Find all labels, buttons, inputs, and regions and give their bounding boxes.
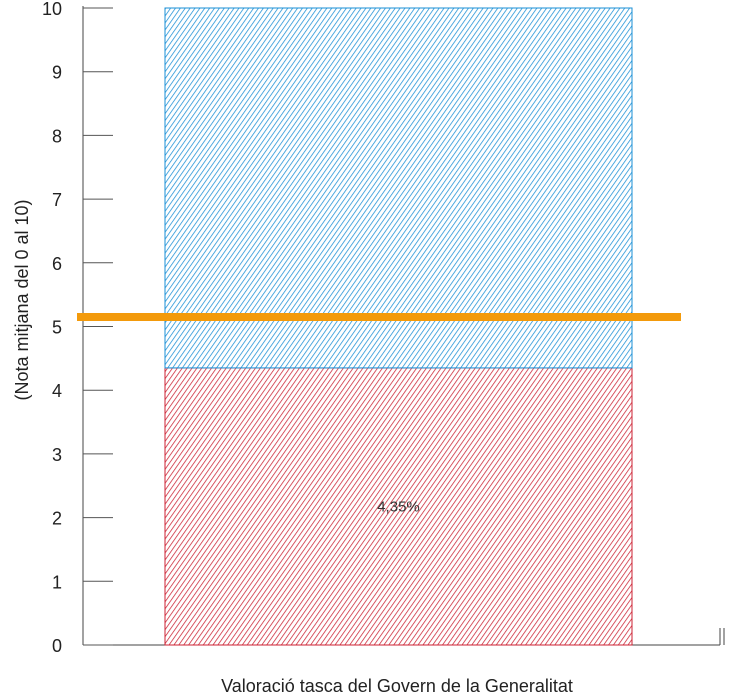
y-tick-label: 4 (52, 381, 62, 401)
y-tick-label: 0 (52, 636, 62, 656)
y-tick-label: 3 (52, 445, 62, 465)
x-axis-title: Valoració tasca del Govern de la General… (221, 676, 573, 696)
y-tick-label: 7 (52, 190, 62, 210)
bar-data-label: 4,35% (377, 498, 420, 515)
y-axis-ticks: 0 1 2 3 4 5 6 7 8 9 10 (42, 0, 113, 656)
bar-segment-0 (164, 367, 633, 646)
y-tick-label: 1 (52, 572, 62, 592)
y-tick-label: 8 (52, 126, 62, 146)
y-tick-label: 10 (42, 0, 62, 19)
y-tick-label: 6 (52, 254, 62, 274)
y-tick-label: 2 (52, 509, 62, 529)
y-tick-label: 9 (52, 63, 62, 83)
stacked-bar: 4,35% (77, 7, 681, 646)
y-axis-title: (Nota mitjana del 0 al 10) (12, 199, 32, 400)
y-tick-label: 5 (52, 318, 62, 338)
bar-segment-1 (164, 7, 633, 369)
